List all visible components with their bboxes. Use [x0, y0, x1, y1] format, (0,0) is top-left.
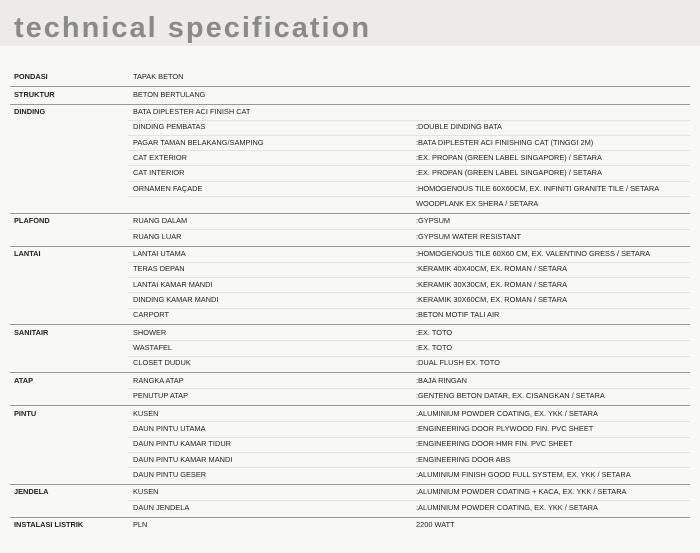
row-divider	[128, 451, 690, 453]
page-title: Technical Specification	[14, 12, 372, 44]
value: :EX. PROPAN (GREEN LABEL SINGAPORE) / SE…	[416, 152, 602, 162]
row-divider	[128, 388, 690, 390]
category: ATAP	[14, 375, 34, 385]
item: ORNAMEN FAÇADE	[133, 183, 203, 193]
category: PLAFOND	[14, 216, 50, 226]
section-divider	[10, 212, 690, 214]
section-divider	[10, 86, 690, 87]
row-divider	[128, 134, 690, 136]
value: :KERAMIK 40X40CM, EX. ROMAN / SETARA	[416, 264, 567, 274]
item: PENUTUP ATAP	[133, 391, 189, 401]
row-divider	[128, 261, 690, 263]
section-divider	[10, 405, 690, 407]
row-divider	[128, 292, 690, 294]
category: JENDELA	[14, 487, 49, 497]
row-divider	[128, 499, 690, 501]
item: CAT INTERIOR	[133, 168, 185, 178]
item: TERAS DEPAN	[133, 264, 185, 274]
value: :HOMOGENOUS TILE 60X60 CM, EX. VALENTINO…	[416, 249, 651, 259]
item: DAUN PINTU KAMAR TIDUR	[133, 439, 232, 449]
value: :EX. PROPAN (GREEN LABEL SINGAPORE) / SE…	[416, 168, 602, 178]
row-divider	[128, 307, 690, 309]
value: :BATA DIPLESTER ACI FINISHING CAT (TINGG…	[416, 137, 594, 147]
item: CARPORT	[133, 310, 170, 320]
value: :ALUMINIUM POWDER COATING, EX. YKK / SET…	[416, 408, 598, 418]
value: :ENGINEERING DOOR HMR FIN. PVC SHEET	[416, 439, 573, 449]
row-divider	[128, 340, 690, 342]
value: :DOUBLE DINDING BATA	[416, 122, 502, 132]
item: BATA DIPLESTER ACI FINISH CAT	[133, 107, 251, 116]
item: DINDING KAMAR MANDI	[133, 295, 219, 304]
item: KUSEN	[133, 487, 159, 497]
item: CLOSET DUDUK	[133, 358, 191, 368]
category: STRUKTUR	[14, 89, 55, 99]
value: :EX. TOTO	[416, 343, 453, 353]
section-divider	[10, 103, 690, 105]
value: :ALUMINIUM FINISH GOOD FULL SYSTEM, EX. …	[416, 469, 631, 479]
item: DINDING PEMBATAS	[133, 122, 206, 132]
section-divider	[10, 516, 690, 518]
item: SHOWER	[133, 327, 167, 337]
category: SANITAIR	[14, 327, 49, 337]
item: DAUN PINTU GESER	[133, 469, 207, 479]
value: :GYPSUM WATER RESISTANT	[416, 231, 521, 241]
value: :HOMOGENOUS TILE 60X60CM, EX. INFINITI G…	[416, 183, 660, 193]
item: KUSEN	[133, 408, 159, 418]
row-divider	[128, 228, 690, 230]
item: PLN	[133, 520, 148, 530]
item: WASTAFEL	[133, 343, 173, 353]
row-divider	[128, 180, 690, 182]
item: RUANG DALAM	[133, 216, 188, 226]
value: :BETON MOTIF TALI AIR	[416, 310, 500, 320]
row-divider	[128, 150, 690, 152]
value: :ENGINEERING DOOR ABS	[416, 454, 511, 464]
value: :KERAMIK 30X60CM, EX. ROMAN / SETARA	[416, 295, 567, 304]
header-band	[0, 0, 700, 46]
section-divider	[10, 483, 690, 485]
value: :ENGINEERING DOOR PLYWOOD FIN. PVC SHEET	[416, 424, 594, 433]
value: :KERAMIK 30X30CM, EX. ROMAN / SETARA	[416, 279, 567, 289]
value: WOODPLANK EX SHERA / SETARA	[416, 198, 539, 208]
item: RANGKA ATAP	[133, 375, 184, 385]
category: LANTAI	[14, 249, 41, 259]
value: :EX. TOTO	[416, 327, 453, 337]
value: :DUAL FLUSH EX. TOTO	[416, 358, 500, 368]
item: LANTAI UTAMA	[133, 249, 186, 259]
value: 2200 WATT	[416, 520, 455, 530]
category: PONDASI	[14, 72, 48, 81]
category: DINDING	[14, 107, 46, 116]
item: DAUN JENDELA	[133, 502, 190, 512]
value: :ALUMINIUM POWDER COATING + KACA, EX. YK…	[416, 487, 627, 497]
row-divider	[128, 165, 690, 167]
category: PINTU	[14, 408, 37, 418]
item: TAPAK BETON	[133, 72, 184, 81]
row-divider	[128, 436, 690, 438]
value: :ALUMINIUM POWDER COATING, EX. YKK / SET…	[416, 502, 598, 512]
row-divider	[128, 119, 690, 121]
item: BETON BERTULANG	[133, 89, 206, 99]
item: DAUN PINTU KAMAR MANDI	[133, 454, 233, 464]
value: :BAJA RINGAN	[416, 375, 467, 385]
value: :GENTENG BETON DATAR, EX. CISANGKAN / SE…	[416, 391, 605, 401]
item: LANTAI KAMAR MANDI	[133, 279, 213, 289]
item: PAGAR TAMAN BELAKANG/SAMPING	[133, 137, 264, 147]
row-divider	[128, 196, 690, 197]
row-divider	[128, 355, 690, 357]
section-divider	[10, 245, 690, 247]
item: CAT EXTERIOR	[133, 152, 187, 162]
section-divider	[10, 372, 690, 374]
row-divider	[128, 276, 690, 278]
row-divider	[128, 467, 690, 469]
category: INSTALASI LISTRIK	[14, 520, 84, 530]
item: RUANG LUAR	[133, 231, 182, 241]
item: DAUN PINTU UTAMA	[133, 424, 206, 433]
value: :GYPSUM	[416, 216, 451, 226]
row-divider	[128, 421, 690, 423]
section-divider	[10, 324, 690, 326]
